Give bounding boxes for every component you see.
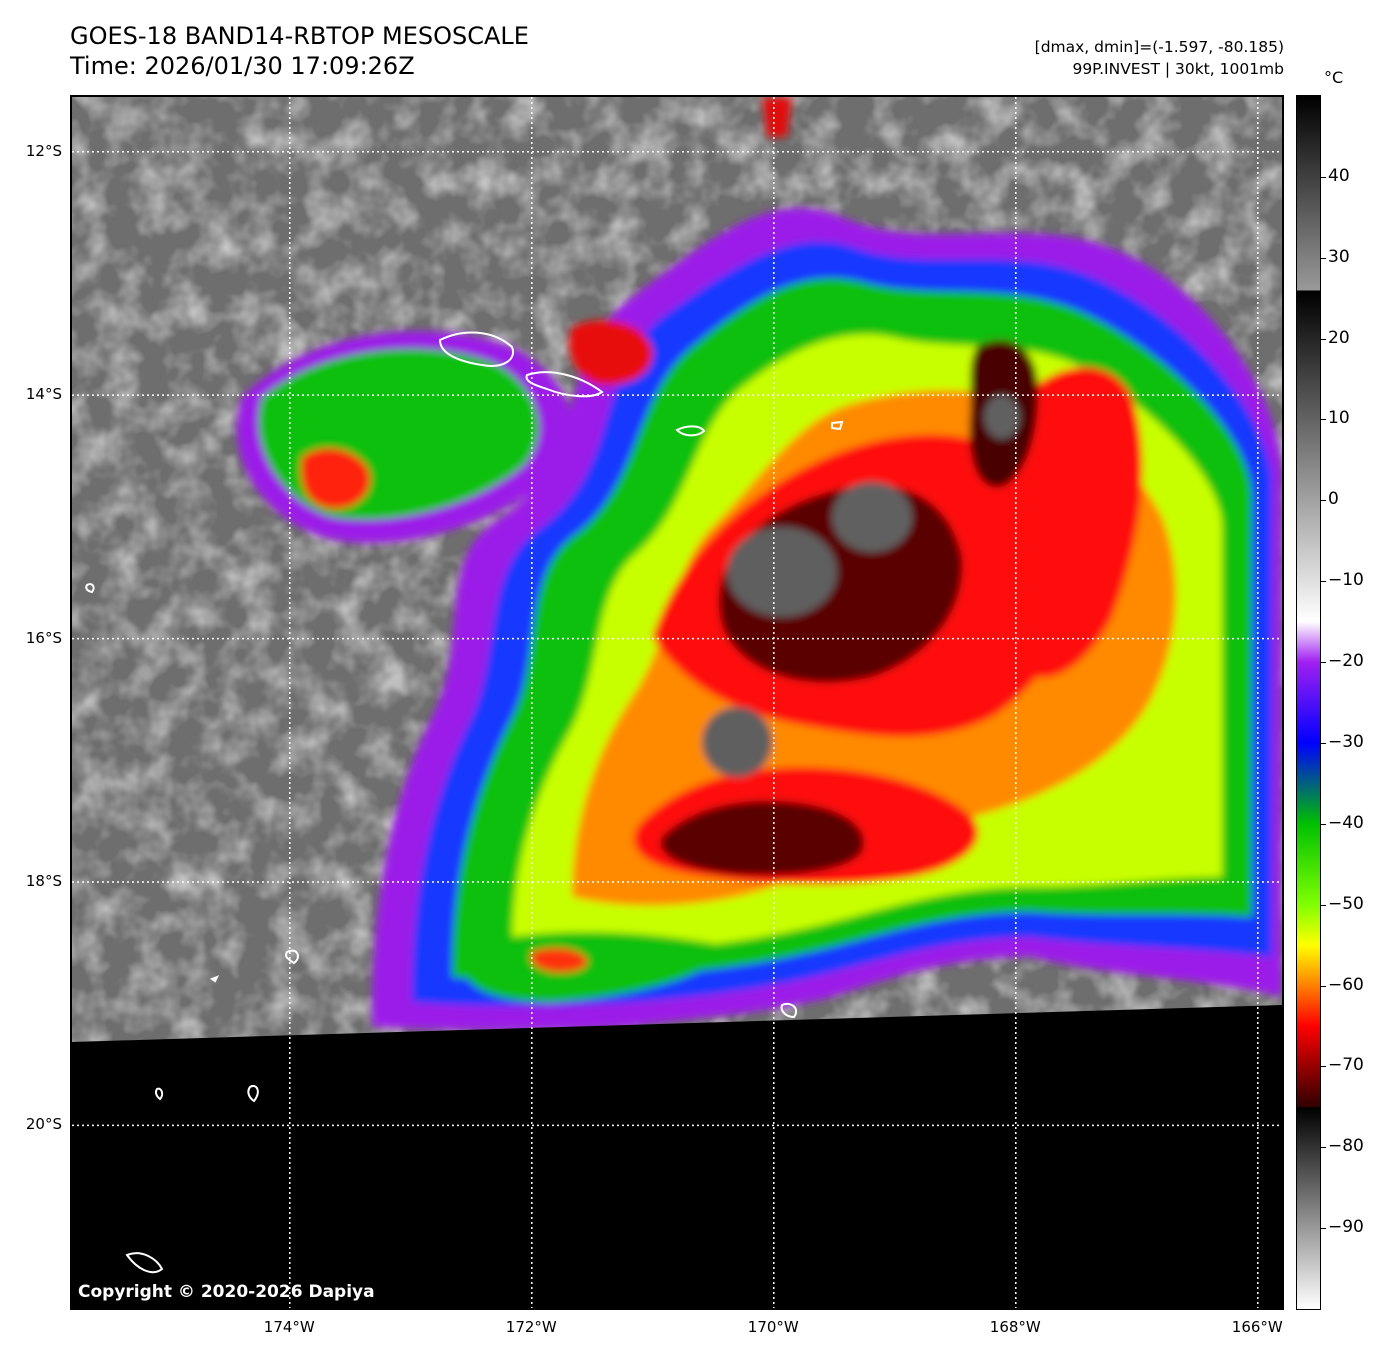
storm-info: 99P.INVEST | 30kt, 1001mb: [1072, 60, 1284, 78]
overshoot-top-4: [984, 395, 1020, 439]
colorbar-tick-label: −20: [1328, 651, 1364, 672]
south-band-green: [460, 932, 732, 1002]
north-red-streak: [762, 97, 792, 137]
colorbar-tick-label: −90: [1328, 1217, 1364, 1238]
colorbar-tick-mark: [1321, 257, 1326, 259]
colorbar-tick-label: 10: [1328, 408, 1350, 429]
colorbar-tick-mark: [1321, 985, 1326, 987]
gridlines: [72, 97, 1282, 1308]
colorbar-tick-mark: [1321, 176, 1326, 178]
colorbar-tick-mark: [1321, 500, 1326, 502]
lon-label: 172°W: [505, 1318, 557, 1336]
storm-system: [236, 97, 1282, 1031]
colorbar-gradient: [1297, 96, 1320, 1309]
colorbar-tick-label: 30: [1328, 246, 1350, 267]
lat-label: 14°S: [25, 385, 62, 404]
satellite-map: Copyright © 2020-2026 Dapiya: [70, 95, 1284, 1310]
coast-vavau: [209, 975, 220, 983]
colorbar: [1296, 95, 1321, 1310]
coast-niuatoputapu: [284, 949, 299, 965]
storm-east-red: [998, 367, 1143, 678]
colorbar-tick-label: 0: [1328, 489, 1339, 510]
overshoot-top-1: [727, 527, 837, 617]
colorbar-tick-mark: [1321, 1066, 1326, 1068]
lon-label: 170°W: [747, 1318, 799, 1336]
colorbar-tick-label: −10: [1328, 570, 1364, 591]
colorbar-tick-label: −70: [1328, 1055, 1364, 1076]
colorbar-tick-mark: [1321, 581, 1326, 583]
storm-south-dark: [660, 800, 864, 876]
no-data-region: [72, 1005, 1282, 1308]
lat-label: 18°S: [25, 872, 62, 891]
satellite-imagery: [72, 97, 1282, 1308]
colorbar-tick-mark: [1321, 1228, 1326, 1230]
coast-manua: [831, 420, 844, 431]
colorbar-tick-label: −50: [1328, 893, 1364, 914]
coast-savaii: [438, 331, 515, 367]
colorbar-tick-label: −30: [1328, 731, 1364, 752]
colorbar-tick-mark: [1321, 419, 1326, 421]
coast-tongatapu: [125, 1252, 164, 1274]
colorbar-tick-mark: [1321, 1147, 1326, 1149]
north-cell-red: [568, 319, 653, 386]
colorbar-tick-mark: [1321, 904, 1326, 906]
lat-label: 20°S: [25, 1115, 62, 1134]
lat-label: 16°S: [25, 628, 62, 647]
lat-label: 12°S: [25, 141, 62, 160]
colorbar-tick-label: −80: [1328, 1136, 1364, 1157]
dmax-dmin-info: [dmax, dmin]=(-1.597, -80.185): [1034, 38, 1284, 56]
colorbar-tick-label: −40: [1328, 812, 1364, 833]
coast-haapai-2: [247, 1085, 259, 1103]
coast-niue: [780, 1003, 798, 1019]
lon-label: 174°W: [263, 1318, 315, 1336]
lon-label: 166°W: [1231, 1318, 1283, 1336]
overshoot-top-3: [702, 707, 772, 777]
colorbar-tick-mark: [1321, 823, 1326, 825]
colorbar-tick-label: −60: [1328, 974, 1364, 995]
coast-tutuila: [675, 425, 706, 437]
colorbar-unit: °C: [1324, 68, 1344, 87]
colorbar-tick-label: 40: [1328, 165, 1350, 186]
coastlines: [85, 331, 844, 1274]
colorbar-tick-mark: [1321, 742, 1326, 744]
copyright-notice: Copyright © 2020-2026 Dapiya: [78, 1282, 375, 1302]
left-cell-red: [301, 448, 371, 509]
colorbar-tick-label: 20: [1328, 327, 1350, 348]
time-stamp: Time: 2026/01/30 17:09:26Z: [70, 52, 415, 80]
chart-title: GOES-18 BAND14-RBTOP MESOSCALE: [70, 22, 529, 50]
lon-label: 168°W: [989, 1318, 1041, 1336]
south-band-red: [530, 947, 588, 973]
coast-haapai: [155, 1087, 164, 1101]
colorbar-tick-mark: [1321, 338, 1326, 340]
overshoot-top-2: [832, 482, 912, 552]
coast-wallis: [85, 583, 95, 594]
colorbar-tick-mark: [1321, 662, 1326, 664]
